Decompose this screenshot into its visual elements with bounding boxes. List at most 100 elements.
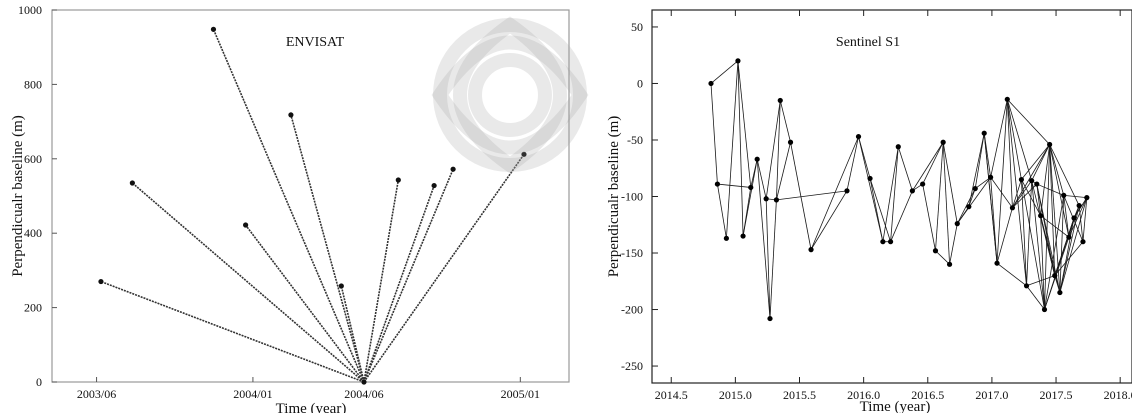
acquisition-point [723, 235, 729, 241]
acquisition-point [1023, 283, 1030, 289]
y-axis-label: Perpendicualr baseline (m) [10, 115, 26, 277]
interferogram-edge [725, 60, 739, 239]
acquisition-point [288, 112, 294, 118]
interferogram-edge [968, 188, 976, 207]
interferogram-edge [1063, 195, 1070, 238]
interferogram-edge [742, 187, 752, 237]
baseline-line [131, 182, 365, 383]
interferogram-edge [1040, 215, 1070, 238]
master-point [361, 379, 367, 385]
y-tick-label: 1000 [18, 3, 42, 17]
x-tick-label: 2018.0 [1104, 388, 1132, 402]
acquisition-point [855, 133, 862, 140]
acquisition-point [1084, 195, 1090, 201]
interferogram-edge [846, 136, 859, 191]
acquisition-point [1004, 96, 1010, 102]
interferogram-edge [942, 142, 958, 224]
interferogram-edge [1031, 180, 1045, 310]
interferogram-edge [990, 99, 1008, 178]
interferogram-edge [882, 146, 899, 242]
acquisition-point [763, 196, 769, 202]
baseline-line [363, 153, 525, 383]
acquisition-point [1018, 176, 1025, 183]
interferogram-edge [935, 250, 950, 265]
acquisition-point [1052, 273, 1058, 279]
interferogram-edge [765, 100, 781, 199]
interferogram-edge [1007, 99, 1050, 145]
acquisition-point [1009, 205, 1016, 211]
acquisition-point [1029, 178, 1035, 184]
interferogram-edge [750, 159, 758, 188]
interferogram-edge [765, 198, 771, 319]
baseline-line [212, 29, 365, 383]
interferogram-edge [1059, 197, 1088, 293]
interferogram-edge [996, 262, 1027, 287]
acquisition-point [966, 204, 972, 210]
acquisition-point [972, 185, 978, 192]
baseline-line [340, 285, 365, 383]
interferogram-edge [1026, 180, 1033, 286]
plot-frame [651, 9, 1132, 384]
interferogram-edge [949, 223, 958, 265]
interferogram-edge [790, 142, 812, 250]
acquisition-point [450, 166, 456, 172]
acquisition-point [1038, 213, 1044, 219]
interferogram-edge [1031, 144, 1050, 181]
acquisition-point [1071, 215, 1077, 221]
y-axis-label: Perpendicualr baseline (m) [606, 116, 622, 278]
interferogram-edge [769, 199, 777, 319]
interferogram-edge [1040, 144, 1051, 216]
interferogram-edge [912, 142, 944, 192]
chart-title: Sentinel S1 [836, 35, 900, 50]
interferogram-edge [922, 183, 936, 251]
interferogram-edge [1031, 180, 1056, 276]
acquisition-point [773, 197, 780, 203]
acquisition-point [988, 174, 994, 180]
acquisition-point [887, 239, 894, 245]
baseline-line [363, 185, 435, 383]
interferogram-edge [1049, 144, 1080, 206]
acquisition-point [243, 222, 249, 228]
interferogram-edge [1021, 179, 1027, 286]
acquisition-point [395, 177, 401, 183]
interferogram-edge [996, 207, 1013, 264]
acquisition-point [210, 26, 217, 32]
interferogram-edge [810, 190, 848, 250]
acquisition-point [909, 188, 915, 194]
interferogram-edge [897, 146, 913, 191]
acquisition-point [994, 260, 1000, 266]
interferogram-edge [1026, 285, 1045, 310]
baseline-line [363, 168, 454, 383]
acquisition-point [932, 248, 939, 254]
acquisition-point [777, 97, 783, 104]
acquisition-point [867, 175, 873, 182]
baseline-line [100, 280, 365, 383]
acquisition-point [1047, 141, 1053, 148]
interferogram-edge [737, 60, 744, 237]
acquisition-point [521, 151, 527, 157]
x-tick-label: 2014.5 [655, 388, 688, 402]
interferogram-edge [968, 133, 985, 207]
interferogram-edge [869, 178, 891, 242]
acquisition-point [946, 261, 953, 267]
x-tick-label: 2016.0 [847, 388, 880, 402]
acquisition-point [981, 130, 987, 136]
x-tick-label: 2016.5 [911, 388, 944, 402]
interferogram-edge [942, 142, 950, 265]
y-tick-label: -100 [621, 190, 643, 204]
acquisition-point [1057, 289, 1063, 296]
acquisition-point [844, 188, 850, 194]
interferogram-edge [1012, 180, 1032, 209]
interferogram-edge [1063, 194, 1087, 199]
interferogram-edge [996, 99, 1008, 264]
chart-title: ENVISAT [286, 35, 345, 50]
interferogram-edge [710, 60, 739, 84]
y-tick-label: 0 [36, 375, 42, 389]
acquisition-point [787, 139, 794, 145]
interferogram-edge [1006, 99, 1022, 180]
baseline-line [363, 179, 400, 383]
interferogram-edge [1082, 197, 1088, 242]
interferogram-edge [1021, 179, 1045, 310]
interferogram-edge [1044, 144, 1051, 310]
acquisition-point [954, 221, 960, 227]
